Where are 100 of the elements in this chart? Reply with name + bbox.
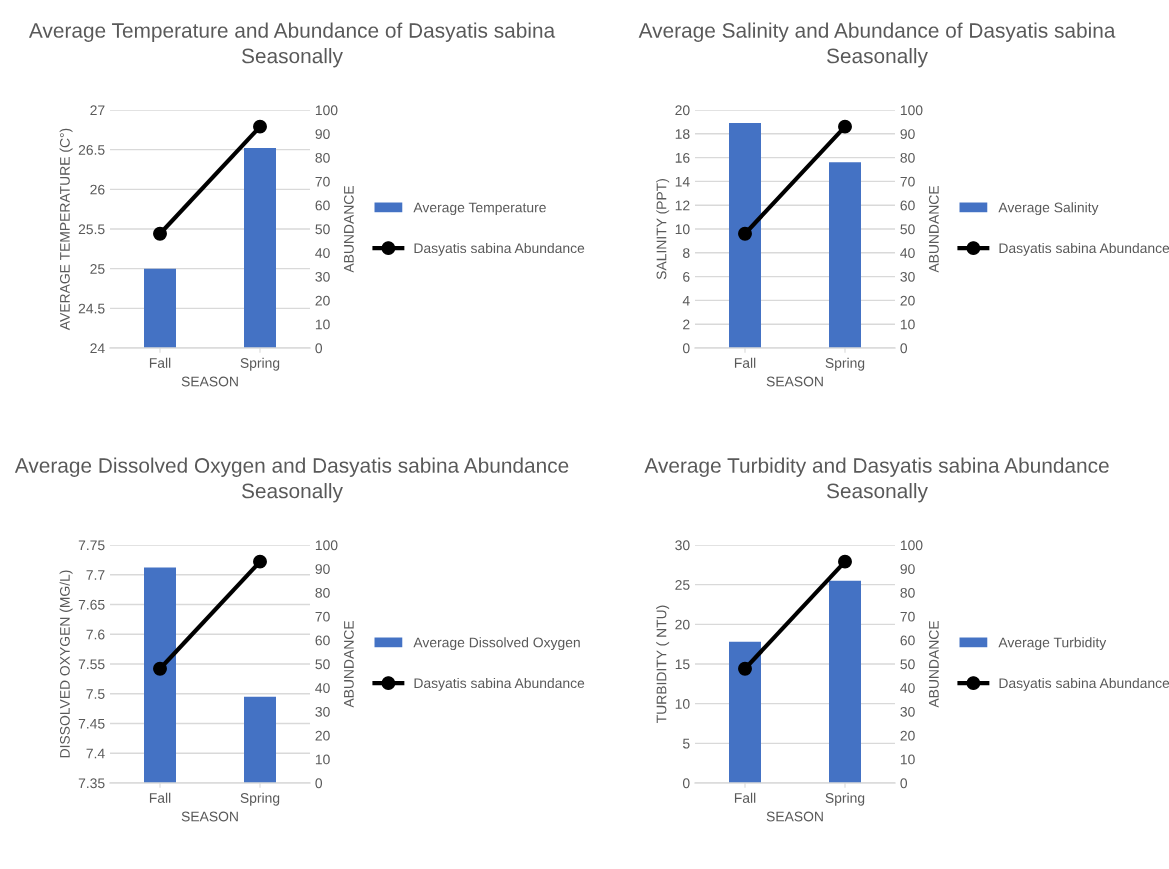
x-tick-label: Spring xyxy=(240,792,280,806)
y2-tick-label: 20 xyxy=(315,295,330,306)
x-tick-label: Spring xyxy=(825,357,865,371)
y-tick-label: 24 xyxy=(90,343,105,354)
y-tick-label: 8 xyxy=(683,248,690,258)
y2-tick-label: 100 xyxy=(315,540,338,551)
y-tick-label: 0 xyxy=(682,343,690,354)
legend-label: Average Temperature xyxy=(413,202,546,216)
y2-axis-title: ABUNDANCE xyxy=(928,621,939,708)
y2-tick-label: 100 xyxy=(900,105,923,116)
y2-axis-title: ABUNDANCE xyxy=(343,186,354,273)
y2-tick-label: 50 xyxy=(900,224,915,235)
y-tick-label: 16 xyxy=(675,152,690,163)
y-tick-label: 7.5 xyxy=(86,689,105,699)
y2-tick-label: 20 xyxy=(900,730,915,741)
x-tick-label: Fall xyxy=(149,792,171,803)
y2-tick-label: 80 xyxy=(900,587,915,598)
y2-tick-label: 80 xyxy=(900,152,915,163)
x-axis-title: SEASON xyxy=(181,376,238,387)
y-tick-label: 24.5 xyxy=(78,303,105,314)
y-tick-label: 7.7 xyxy=(86,570,105,580)
y2-tick-label: 70 xyxy=(315,176,330,187)
y2-tick-label: 70 xyxy=(315,611,330,622)
x-axis-title: SEASON xyxy=(181,811,238,822)
y2-tick-label: 90 xyxy=(900,564,915,574)
y-tick-label: 25 xyxy=(675,580,690,590)
y2-tick-label: 50 xyxy=(315,659,330,670)
y2-tick-label: 40 xyxy=(315,683,330,693)
y2-tick-label: 50 xyxy=(315,224,330,235)
y-tick-label: 4 xyxy=(682,295,690,306)
y2-tick-label: 30 xyxy=(315,271,330,282)
y2-tick-label: 20 xyxy=(315,730,330,741)
y-tick-label: 10 xyxy=(675,224,690,235)
y-tick-label: 26 xyxy=(90,184,105,195)
y2-tick-label: 60 xyxy=(900,200,915,211)
y-axis-title: DISSOLVED OXYGEN (MG/L) xyxy=(59,570,73,758)
y-tick-label: 30 xyxy=(675,540,690,551)
y-tick-label: 14 xyxy=(675,176,690,187)
chart-title: Average Turbidity and Dasyatis sabina Abundance Seasonally xyxy=(644,457,1109,503)
y2-tick-label: 60 xyxy=(315,200,330,211)
y2-tick-label: 80 xyxy=(315,587,330,598)
y2-tick-label: 0 xyxy=(900,343,908,354)
y2-tick-label: 60 xyxy=(900,635,915,646)
y2-tick-label: 0 xyxy=(315,343,323,354)
y-tick-label: 7.4 xyxy=(86,748,105,759)
y2-tick-label: 80 xyxy=(315,152,330,163)
y-axis-title: AVERAGE TEMPERATURE (C°) xyxy=(59,128,73,331)
chart-title: Average Dissolved Oxygen and Dasyatis sabina Abundance Seasonally xyxy=(14,457,569,503)
y2-tick-label: 50 xyxy=(900,659,915,670)
y2-tick-label: 90 xyxy=(315,564,330,574)
y-tick-label: 10 xyxy=(675,699,690,709)
chart-title: Average Temperature and Abundance of Dasyatis sabina Seasonally xyxy=(28,22,556,68)
y-tick-label: 25 xyxy=(90,264,105,274)
y2-axis-title: ABUNDANCE xyxy=(928,186,939,273)
y-tick-label: 25.5 xyxy=(78,224,105,235)
y2-tick-label: 70 xyxy=(900,611,915,622)
y2-tick-label: 0 xyxy=(900,778,908,789)
legend-label: Dasyatis sabina Abundance xyxy=(999,242,1169,256)
y-tick-label: 5 xyxy=(682,738,690,749)
x-axis-title: SEASON xyxy=(766,811,823,822)
y2-tick-label: 30 xyxy=(900,706,915,717)
y2-tick-label: 70 xyxy=(900,176,915,187)
y2-tick-label: 10 xyxy=(900,319,915,330)
y-tick-label: 7.45 xyxy=(78,718,105,729)
y2-tick-label: 40 xyxy=(900,248,915,258)
y-tick-label: 7.35 xyxy=(78,778,105,789)
legend-label: Average Turbidity xyxy=(998,637,1107,651)
y-tick-label: 0 xyxy=(682,778,690,789)
y2-tick-label: 10 xyxy=(315,754,330,765)
y2-tick-label: 10 xyxy=(315,319,330,330)
y2-tick-label: 100 xyxy=(315,105,338,116)
y-tick-label: 7.75 xyxy=(78,540,105,551)
y-tick-label: 7.55 xyxy=(78,659,105,670)
y-tick-label: 26.5 xyxy=(78,145,105,155)
y2-tick-label: 0 xyxy=(315,778,323,789)
y-tick-label: 20 xyxy=(675,619,690,630)
y2-tick-label: 30 xyxy=(900,271,915,282)
chart-title: Average Salinity and Abundance of Dasyatis sabina Seasonally xyxy=(638,22,1116,68)
x-tick-label: Fall xyxy=(734,792,756,803)
legend-label: Dasyatis sabina Abundance xyxy=(999,677,1169,691)
y-tick-label: 27 xyxy=(90,105,105,116)
x-tick-label: Spring xyxy=(825,792,865,806)
y-tick-label: 7.65 xyxy=(78,599,105,610)
y-tick-label: 12 xyxy=(675,200,690,211)
y2-tick-label: 40 xyxy=(315,248,330,258)
y-tick-label: 7.6 xyxy=(86,629,105,640)
legend-label: Dasyatis sabina Abundance xyxy=(414,242,585,256)
y-tick-label: 2 xyxy=(683,319,690,330)
x-tick-label: Fall xyxy=(734,357,756,368)
y-axis-title: SALINITY (PPT) xyxy=(656,179,670,280)
y-tick-label: 6 xyxy=(683,271,690,282)
y2-tick-label: 60 xyxy=(315,635,330,646)
x-tick-label: Fall xyxy=(149,357,171,368)
y2-tick-label: 90 xyxy=(315,129,330,139)
y2-tick-label: 30 xyxy=(315,706,330,717)
y2-axis-title: ABUNDANCE xyxy=(343,621,354,708)
y-tick-label: 15 xyxy=(675,659,690,670)
y-tick-label: 20 xyxy=(675,105,690,116)
legend-label: Average Dissolved Oxygen xyxy=(413,637,580,651)
x-tick-label: Spring xyxy=(240,357,280,371)
